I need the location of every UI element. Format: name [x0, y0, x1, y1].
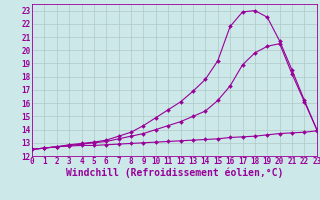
X-axis label: Windchill (Refroidissement éolien,°C): Windchill (Refroidissement éolien,°C) — [66, 168, 283, 178]
